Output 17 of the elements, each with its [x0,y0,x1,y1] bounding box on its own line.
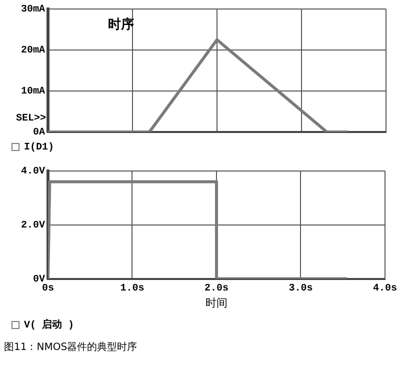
y-tick-label: 30mA [20,4,45,16]
y-tick-label: 4.0V [20,166,45,178]
y-tick-label: 0V [32,274,45,286]
x-tick-label: 2.0s [204,283,229,294]
y-tick-label: 20mA [20,46,45,57]
y-tick-label: 0A [32,128,45,139]
legend-label: V( 启动 ) [24,318,74,332]
y-tick-label: 2.0V [20,220,45,232]
x-axis-title: 时间 [206,296,228,310]
x-tick-label: 3.0s [288,283,313,294]
text: SEL>> [16,114,46,125]
y-tick-label: 10mA [20,86,45,98]
x-tick-label: 0s [42,283,54,294]
x-tick-label: 1.0s [120,283,144,294]
caption: 图11：NMOS器件的典型时序 [3,340,138,354]
x-tick-label: 4.0s [372,283,398,294]
legend-label: I(D1) [24,142,54,154]
